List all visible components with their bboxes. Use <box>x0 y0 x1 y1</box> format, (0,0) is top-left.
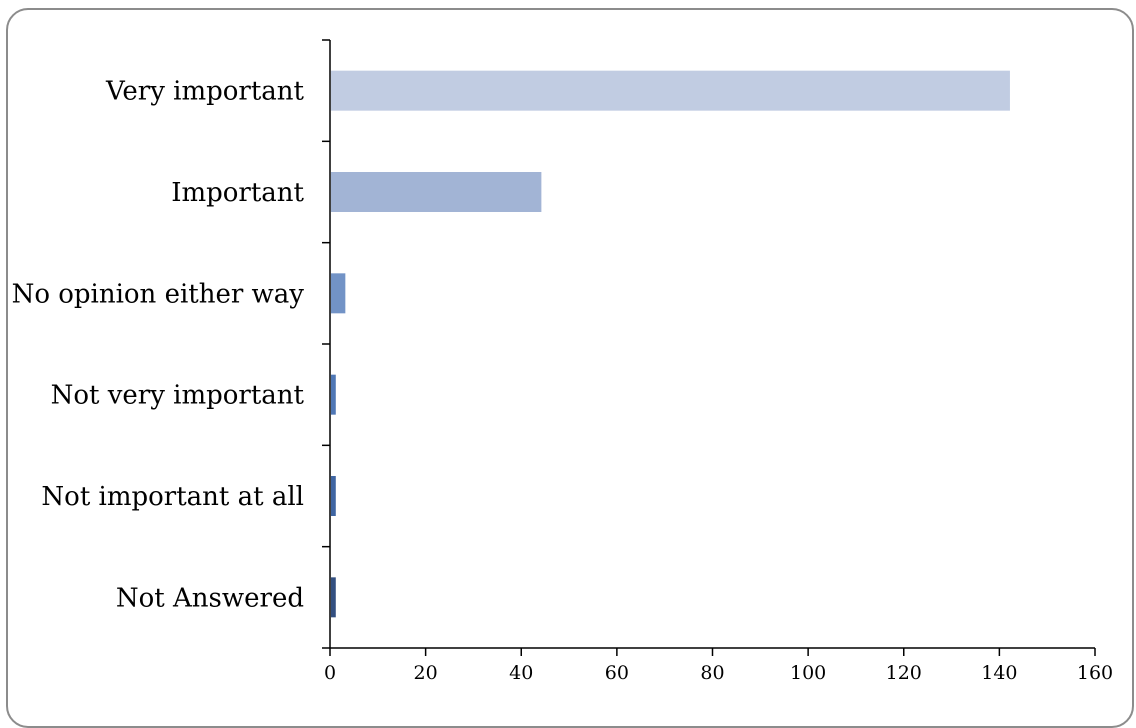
x-tick-label: 60 <box>605 662 629 684</box>
bar-3 <box>331 273 346 314</box>
bar-4 <box>331 374 336 415</box>
x-tick-label: 0 <box>324 662 336 684</box>
category-label: Very important <box>105 77 305 107</box>
axes-group <box>329 40 1095 649</box>
bar-5 <box>331 476 336 516</box>
category-label: No opinion either way <box>12 279 305 309</box>
chart-frame <box>6 8 1134 728</box>
bars-group <box>331 70 1010 618</box>
bar-2 <box>331 172 542 212</box>
category-label: Important <box>171 178 304 208</box>
x-axis-ticks: 0 20 40 60 80 100 120 140 160 <box>324 648 1113 684</box>
x-tick-label: 100 <box>790 662 826 684</box>
x-tick-label: 40 <box>509 662 533 684</box>
x-tick-label: 80 <box>700 662 724 684</box>
bar-1 <box>331 70 1010 111</box>
x-tick-label: 140 <box>981 662 1017 684</box>
category-label: Not Answered <box>116 583 304 613</box>
category-label: Not important at all <box>41 482 304 512</box>
bar-6 <box>331 577 336 618</box>
bar-chart: Very important Important No opinion either… <box>12 39 1113 684</box>
x-tick-label: 160 <box>1077 662 1113 684</box>
category-label: Not very important <box>51 381 305 411</box>
x-tick-label: 120 <box>886 662 922 684</box>
x-tick-label: 20 <box>414 662 438 684</box>
category-labels: Very important Important No opinion either… <box>12 77 305 614</box>
y-axis-ticks <box>322 39 330 649</box>
